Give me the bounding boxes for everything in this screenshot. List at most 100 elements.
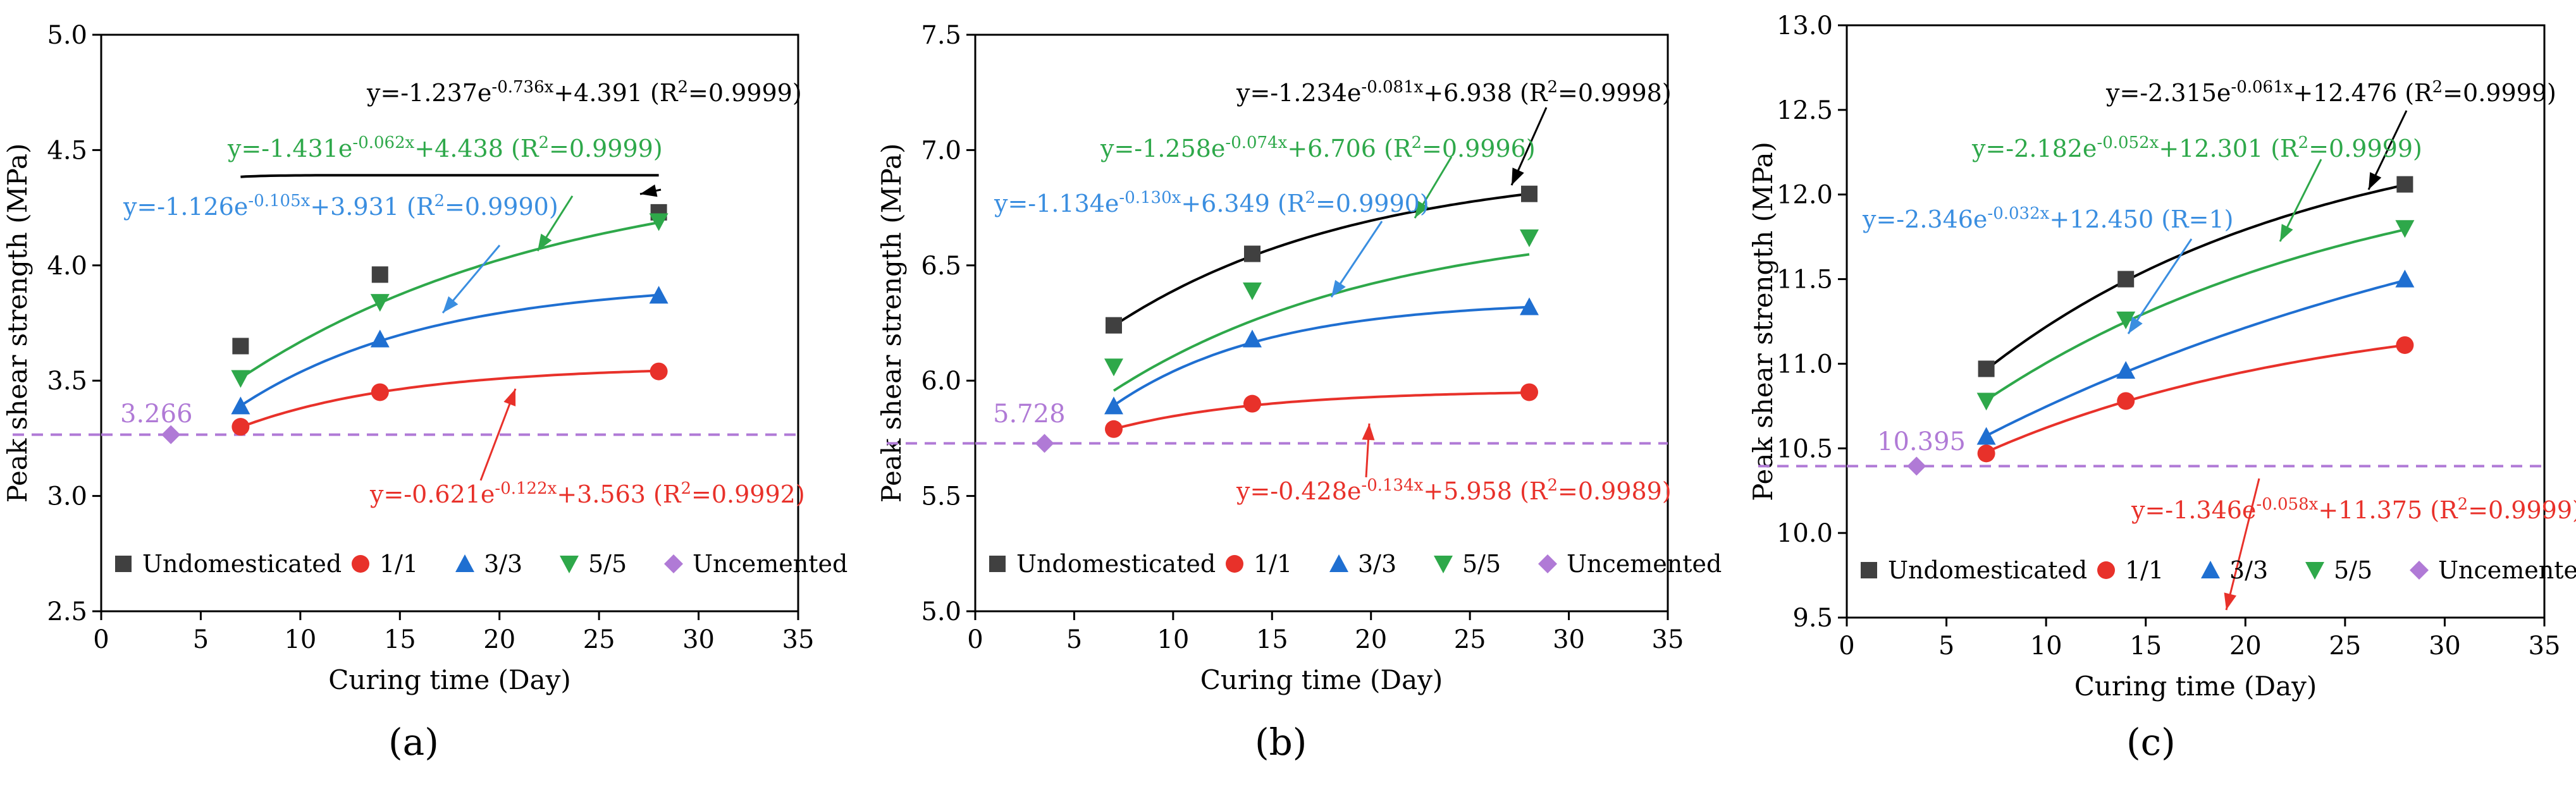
uncemented-value-label: 5.728 — [993, 400, 1066, 429]
x-axis-label: Curing time (Day) — [2074, 671, 2317, 702]
x-tick-label: 20 — [1355, 625, 1387, 654]
y-tick-label: 13.0 — [1777, 11, 1833, 40]
equation-text: +6.938 (R — [1423, 79, 1548, 107]
equation-text: +4.391 (R — [553, 79, 679, 107]
x-tick-label: 10 — [2030, 631, 2062, 661]
equation-undomesticated: y=-1.237e-0.736x+4.391 (R2=0.9999) — [366, 78, 802, 107]
y-tick-label: 4.5 — [47, 136, 87, 165]
equation-text: =0.9996) — [1422, 135, 1536, 162]
y-tick-label: 11.5 — [1777, 265, 1833, 295]
y-tick-label: 5.0 — [47, 21, 87, 50]
equation-text: +4.438 (R — [414, 135, 539, 162]
legend-marker-3-3 — [2201, 561, 2220, 578]
equation-text: =0.9989) — [1558, 477, 1672, 505]
point-5-5 — [370, 294, 390, 312]
legend-marker-uncemented — [1538, 554, 1557, 573]
y-tick-label: 5.5 — [921, 482, 961, 511]
point-3-3 — [370, 329, 390, 348]
equation-superscript: -0.134x — [1361, 476, 1423, 495]
legend-label-uncemented: Uncemented — [1567, 550, 1722, 578]
equation-arrow — [2225, 478, 2260, 611]
equation-superscript: -0.122x — [495, 479, 557, 498]
y-tick-label: 10.0 — [1777, 519, 1833, 548]
equation-text: +6.706 (R — [1287, 135, 1412, 162]
fit-curve-5-5 — [1985, 228, 2405, 401]
equation-arrowhead — [640, 184, 658, 197]
point-5-5 — [2116, 311, 2136, 329]
legend-marker-1-1 — [2097, 561, 2115, 579]
x-tick-label: 25 — [1454, 625, 1486, 654]
legend-label-uncemented: Uncemented — [693, 550, 847, 578]
fit-curve-1-1 — [240, 369, 659, 429]
point-3-3 — [2395, 269, 2415, 288]
x-tick-label: 35 — [2529, 631, 2561, 661]
equation-superscript: -0.061x — [2231, 78, 2293, 97]
y-tick-label: 12.0 — [1777, 181, 1833, 210]
y-tick-label: 10.5 — [1777, 434, 1833, 463]
legend-label-3-3: 3/3 — [484, 550, 522, 578]
axes-frame — [100, 34, 799, 613]
panel-a-caption: (a) — [388, 721, 439, 764]
legend-marker-1-1 — [352, 555, 369, 573]
equation-text: =0.9990) — [445, 193, 558, 221]
point-1-1 — [1105, 420, 1123, 438]
x-tick-label: 35 — [1652, 625, 1684, 654]
equation-text: y=-1.346e — [2131, 496, 2256, 524]
axes-frame — [974, 34, 1669, 613]
legend-label-3-3: 3/3 — [1358, 550, 1396, 578]
uncemented-value-label: 3.266 — [120, 400, 193, 429]
equation-text: =0.9999) — [2443, 79, 2556, 107]
equation-arrowhead — [1331, 279, 1346, 297]
equation-undomesticated: y=-2.315e-0.061x+12.476 (R2=0.9999) — [2105, 78, 2556, 107]
point-undomesticated — [2117, 271, 2135, 288]
equation-superscript: -0.032x — [1987, 204, 2049, 223]
x-tick-label: 0 — [93, 625, 109, 654]
axes-frame — [1846, 24, 2546, 619]
equation-text: +3.931 (R — [310, 193, 435, 221]
point-undomesticated — [1106, 317, 1122, 334]
equation-superscript: 2 — [538, 133, 549, 152]
legend-marker-5-5 — [2305, 562, 2324, 580]
equation-superscript: -0.130x — [1119, 188, 1181, 207]
point-5-5 — [1243, 282, 1262, 300]
point-5-5 — [1104, 358, 1123, 377]
equation-5-5: y=-1.258e-0.074x+6.706 (R2=0.9996) — [1100, 133, 1536, 162]
x-tick-label: 15 — [2129, 631, 2162, 661]
fit-curve-undomesticated — [240, 174, 659, 178]
equation-undomesticated: y=-1.234e-0.081x+6.938 (R2=0.9998) — [1236, 78, 1672, 107]
equation-text: +3.563 (R — [557, 480, 682, 508]
point-3-3 — [1976, 427, 1996, 445]
legend-label-1-1: 1/1 — [1254, 550, 1292, 578]
y-tick-label: 4.0 — [47, 252, 87, 281]
y-tick-label: 6.5 — [921, 252, 961, 281]
equation-text: y=-0.428e — [1236, 477, 1361, 505]
point-3-3 — [1104, 396, 1123, 415]
equation-superscript: -0.081x — [1361, 78, 1423, 97]
point-3-3 — [1243, 329, 1262, 348]
equation-superscript: 2 — [434, 192, 445, 210]
x-tick-label: 20 — [483, 625, 515, 654]
legend-label-uncemented: Uncemented — [2438, 556, 2576, 584]
equation-superscript: -0.058x — [2256, 495, 2318, 514]
point-5-5 — [1976, 393, 1996, 411]
fit-curve-undomesticated — [1985, 183, 2405, 371]
equation-text: y=-2.315e — [2105, 79, 2231, 107]
equation-text: y=-1.431e — [227, 135, 352, 162]
chart-panel-1: 0 5 10 15 20 25 30 35 5.0 5.5 6.0 6.5 7.0 7.5 Curing t… — [876, 21, 1722, 695]
equation-arrowhead — [1362, 424, 1375, 441]
equation-arrowhead — [1415, 200, 1429, 218]
equation-superscript: -0.736x — [491, 78, 553, 97]
legend-label-undomesticated: Undomesticated — [1016, 550, 1216, 578]
equation-arrowhead — [2224, 592, 2237, 610]
point-1-1 — [1520, 383, 1538, 401]
equation-superscript: 2 — [2298, 133, 2309, 152]
equation-arrowhead — [2280, 224, 2293, 241]
equation-text: +12.450 (R — [2049, 205, 2190, 233]
chart-panel-2: 0 5 10 15 20 25 30 35 9.5 10.0 10.5 11.0 11.5 12.0 12.… — [1747, 11, 2576, 702]
equation-superscript: 2 — [2432, 78, 2443, 97]
equation-3-3: y=-1.126e-0.105x+3.931 (R2=0.9990) — [123, 192, 558, 221]
fit-curve-1-1 — [1985, 344, 2405, 453]
equation-text: =0.9999) — [688, 79, 802, 107]
equation-text: y=-1.126e — [123, 193, 248, 221]
uncemented-marker — [161, 425, 181, 444]
